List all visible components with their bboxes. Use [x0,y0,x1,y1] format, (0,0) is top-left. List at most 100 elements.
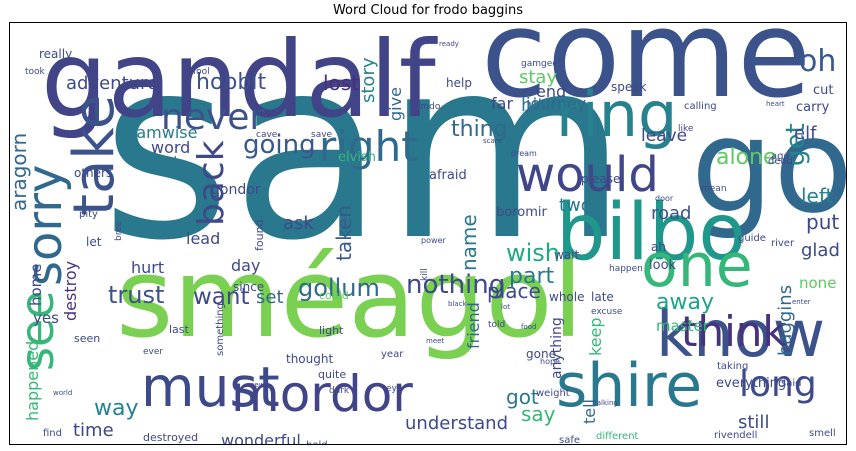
word-river: river [771,238,795,249]
word-hurt: hurt [131,258,164,277]
word-arrived: arrived [131,155,177,170]
word-let: let [86,235,102,249]
word-since: since [233,280,264,294]
word-place: place [487,279,541,303]
word-say: say [521,402,556,426]
word-put: put [806,210,839,234]
word-others: others [74,166,112,180]
word-oh: oh [799,44,836,79]
word-speak: speak [611,80,647,94]
word-guide: guide [738,233,766,244]
word-thing: thing [451,117,508,142]
word-thought: thought [286,352,333,366]
word-gandalf: gandalf [41,23,438,141]
word-lost: lost [323,71,359,95]
word-hope: hope [540,357,560,366]
word-wait: wait [554,248,580,262]
word-fool: fool [193,67,210,77]
word-enter: enter [792,298,811,306]
word-anything: anything [549,317,565,379]
word-find: find [43,428,62,439]
word-none: none [799,274,836,292]
word-different: different [596,431,639,442]
word-weight: weight [536,388,570,399]
word-kill: kill [420,268,430,281]
word-light: light [319,324,344,337]
word-story: story [358,57,379,103]
word-ring: ring [556,78,677,151]
word-world: world [53,389,72,397]
chart-title: Word Cloud for frodo baggins [332,3,524,18]
word-part: part [509,264,554,289]
word-seen: seen [74,332,100,345]
word-could: could [319,289,349,302]
word-still: still [738,412,769,433]
word-sorry: sorry [17,165,73,286]
word-master: master [656,317,710,335]
word-sméagol: sméagol [116,234,583,362]
word-name: name [457,214,481,271]
word-ever: ever [143,347,163,357]
word-adventure: adventure [66,73,158,94]
word-cave: cave [256,130,278,140]
word-frodo: frodo [417,102,441,112]
word-understand: understand [405,413,508,434]
word-taking: taking [717,361,748,372]
word-last: last [169,323,190,336]
word-go: go [691,90,847,242]
word-everything: everything [716,376,786,391]
word-smell: smell [809,428,836,439]
word-help: help [446,76,472,90]
word-late: late [591,290,614,304]
word-happen: happen [609,264,643,274]
word-hobbit: hobbit [196,70,266,95]
word-mean: mean [701,184,727,194]
word-got: got [506,385,539,409]
word-dark: dark [329,386,350,396]
word-destroy: destroy [61,261,80,321]
word-samwise: samwise [128,123,197,142]
word-taken: taken [332,205,356,261]
word-alone: alone [716,145,777,170]
word-leave: leave [641,126,687,146]
word-wonderful: wonderful [221,431,301,445]
word-happened: happened [23,341,42,421]
word-afraid: afraid [429,168,467,183]
word-would: would [516,147,659,203]
word-lead: lead [186,229,220,248]
word-nothing: nothing [406,270,505,300]
word-lot: lot [501,303,510,311]
word-long: long [739,364,817,405]
word-said: said [781,378,801,389]
word-ah: ah [651,240,666,254]
word-bilbo: bilbo [556,188,746,278]
word-end: end [536,82,566,101]
word-right: right [319,122,418,171]
word-back: back [191,140,232,226]
word-stay: stay [519,67,557,88]
word-must: must [141,355,280,419]
word-rivendell: rivendell [714,430,757,441]
word-dead: dead [768,156,793,167]
word-road: road [651,203,691,224]
word-time: time [73,420,114,441]
word-told: told [488,320,505,330]
word-trust: trust [108,281,164,309]
word-come: come [481,23,811,125]
word-year: year [381,349,404,360]
word-whole: whole [549,290,584,304]
word-mordor: mordor [231,365,413,423]
word-quite: quite [318,368,346,381]
word-bree: bree [114,220,124,241]
word-take: take [62,95,127,216]
word-glad: glad [801,240,840,261]
word-tell: tell [580,399,599,424]
word-ready: ready [439,40,459,48]
word-safe: safe [559,435,580,445]
word-look: look [649,258,677,273]
word-black: black [448,300,468,308]
word-never: never [161,97,264,138]
word-gamgee: gamgee [521,59,558,69]
word-elf: elf [794,123,817,144]
word-hold: hold [306,440,328,445]
